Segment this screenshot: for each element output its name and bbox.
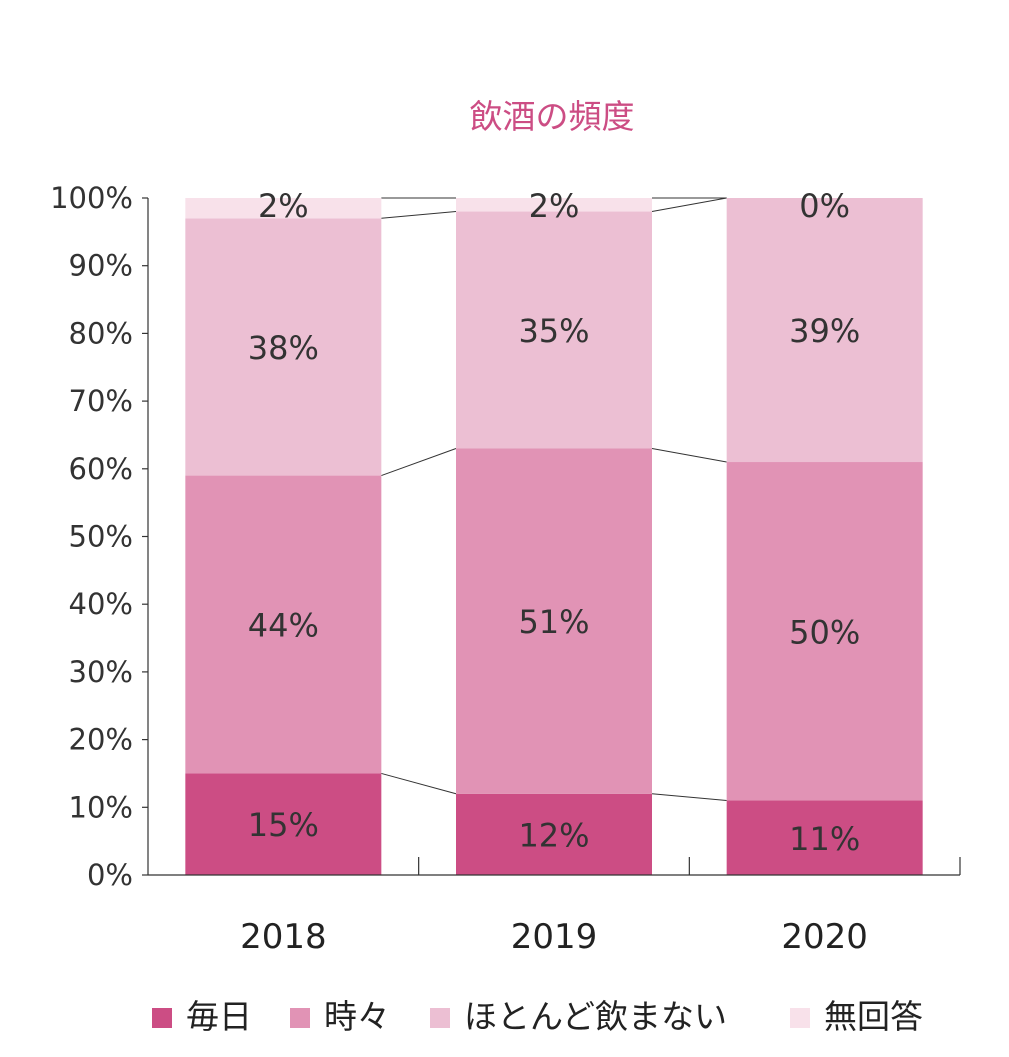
bar-segment-2019-2 [456, 448, 652, 794]
legend-swatch-1 [152, 1008, 172, 1028]
data-label-2020-4: 0% [799, 187, 850, 225]
connector-line-2 [651, 447, 727, 463]
x-tick-label: 2019 [511, 917, 598, 957]
legend: 毎日 時々 ほとんど飲まない 無回答 [152, 997, 923, 1036]
y-tick-label: 70% [69, 384, 133, 418]
x-tick-label: 2020 [781, 917, 868, 957]
legend-label-1: 毎日 [186, 997, 252, 1036]
data-label-2020-1: 11% [789, 820, 860, 858]
series-connector-lines [381, 197, 727, 802]
data-label-2020-2: 50% [789, 613, 860, 651]
y-tick-label: 10% [69, 790, 133, 824]
y-tick-label: 50% [69, 520, 133, 554]
legend-swatch-3 [430, 1008, 450, 1028]
data-label-2018-1: 15% [248, 806, 319, 844]
data-label-2018-4: 2% [258, 187, 309, 225]
chart-title: 飲酒の頻度 [470, 97, 635, 136]
data-label-2019-1: 12% [518, 816, 589, 854]
x-tick-label: 2018 [240, 917, 327, 957]
connector-line-3 [381, 211, 457, 219]
data-label-2019-3: 35% [518, 312, 589, 350]
y-tick-label: 90% [69, 249, 133, 283]
legend-label-3: ほとんど飲まない [464, 997, 727, 1036]
data-labels-group: 15% 44% 38% 2% 12% 51% 35% 2% 11% 50% 39% 0% [248, 187, 860, 858]
data-label-2019-2: 51% [518, 603, 589, 641]
bar-segment-2018-1 [185, 773, 382, 875]
y-tick-label: 40% [69, 587, 133, 621]
bar-segment-2020-2 [726, 462, 923, 801]
bar-segment-2018-3 [185, 218, 382, 476]
legend-swatch-2 [290, 1008, 310, 1028]
connector-line-3 [651, 197, 727, 213]
legend-label-2: 時々 [324, 997, 390, 1036]
bars-group [185, 198, 923, 875]
bar-segment-2020-3 [726, 198, 923, 463]
x-axis: 2018 2019 2020 [148, 857, 961, 957]
bar-segment-2018-4 [185, 198, 382, 219]
y-tick-label: 60% [69, 452, 133, 486]
y-tick-label: 100% [50, 181, 133, 215]
legend-swatch-4 [790, 1008, 810, 1028]
bar-segment-2019-4 [456, 198, 652, 212]
connector-line-1 [381, 772, 457, 795]
y-axis: 0% 10% 20% 30% 40% 50% 60% 70% 80% 90% 100% [50, 181, 149, 892]
data-label-2018-2: 44% [248, 607, 319, 645]
y-tick-label: 0% [87, 858, 133, 892]
y-tick-label: 20% [69, 723, 133, 757]
connector-line-1 [651, 793, 727, 802]
bar-segment-2018-2 [185, 475, 382, 774]
bar-segment-2019-1 [456, 793, 652, 875]
connector-line-2 [381, 448, 457, 477]
bar-segment-2020-1 [726, 800, 923, 875]
bar-segment-2019-3 [456, 211, 652, 449]
data-label-2020-3: 39% [789, 312, 860, 350]
data-label-2018-3: 38% [248, 329, 319, 367]
y-tick-label: 80% [69, 316, 133, 350]
legend-label-4: 無回答 [824, 997, 923, 1036]
y-tick-label: 30% [69, 655, 133, 689]
data-label-2019-4: 2% [529, 187, 580, 225]
